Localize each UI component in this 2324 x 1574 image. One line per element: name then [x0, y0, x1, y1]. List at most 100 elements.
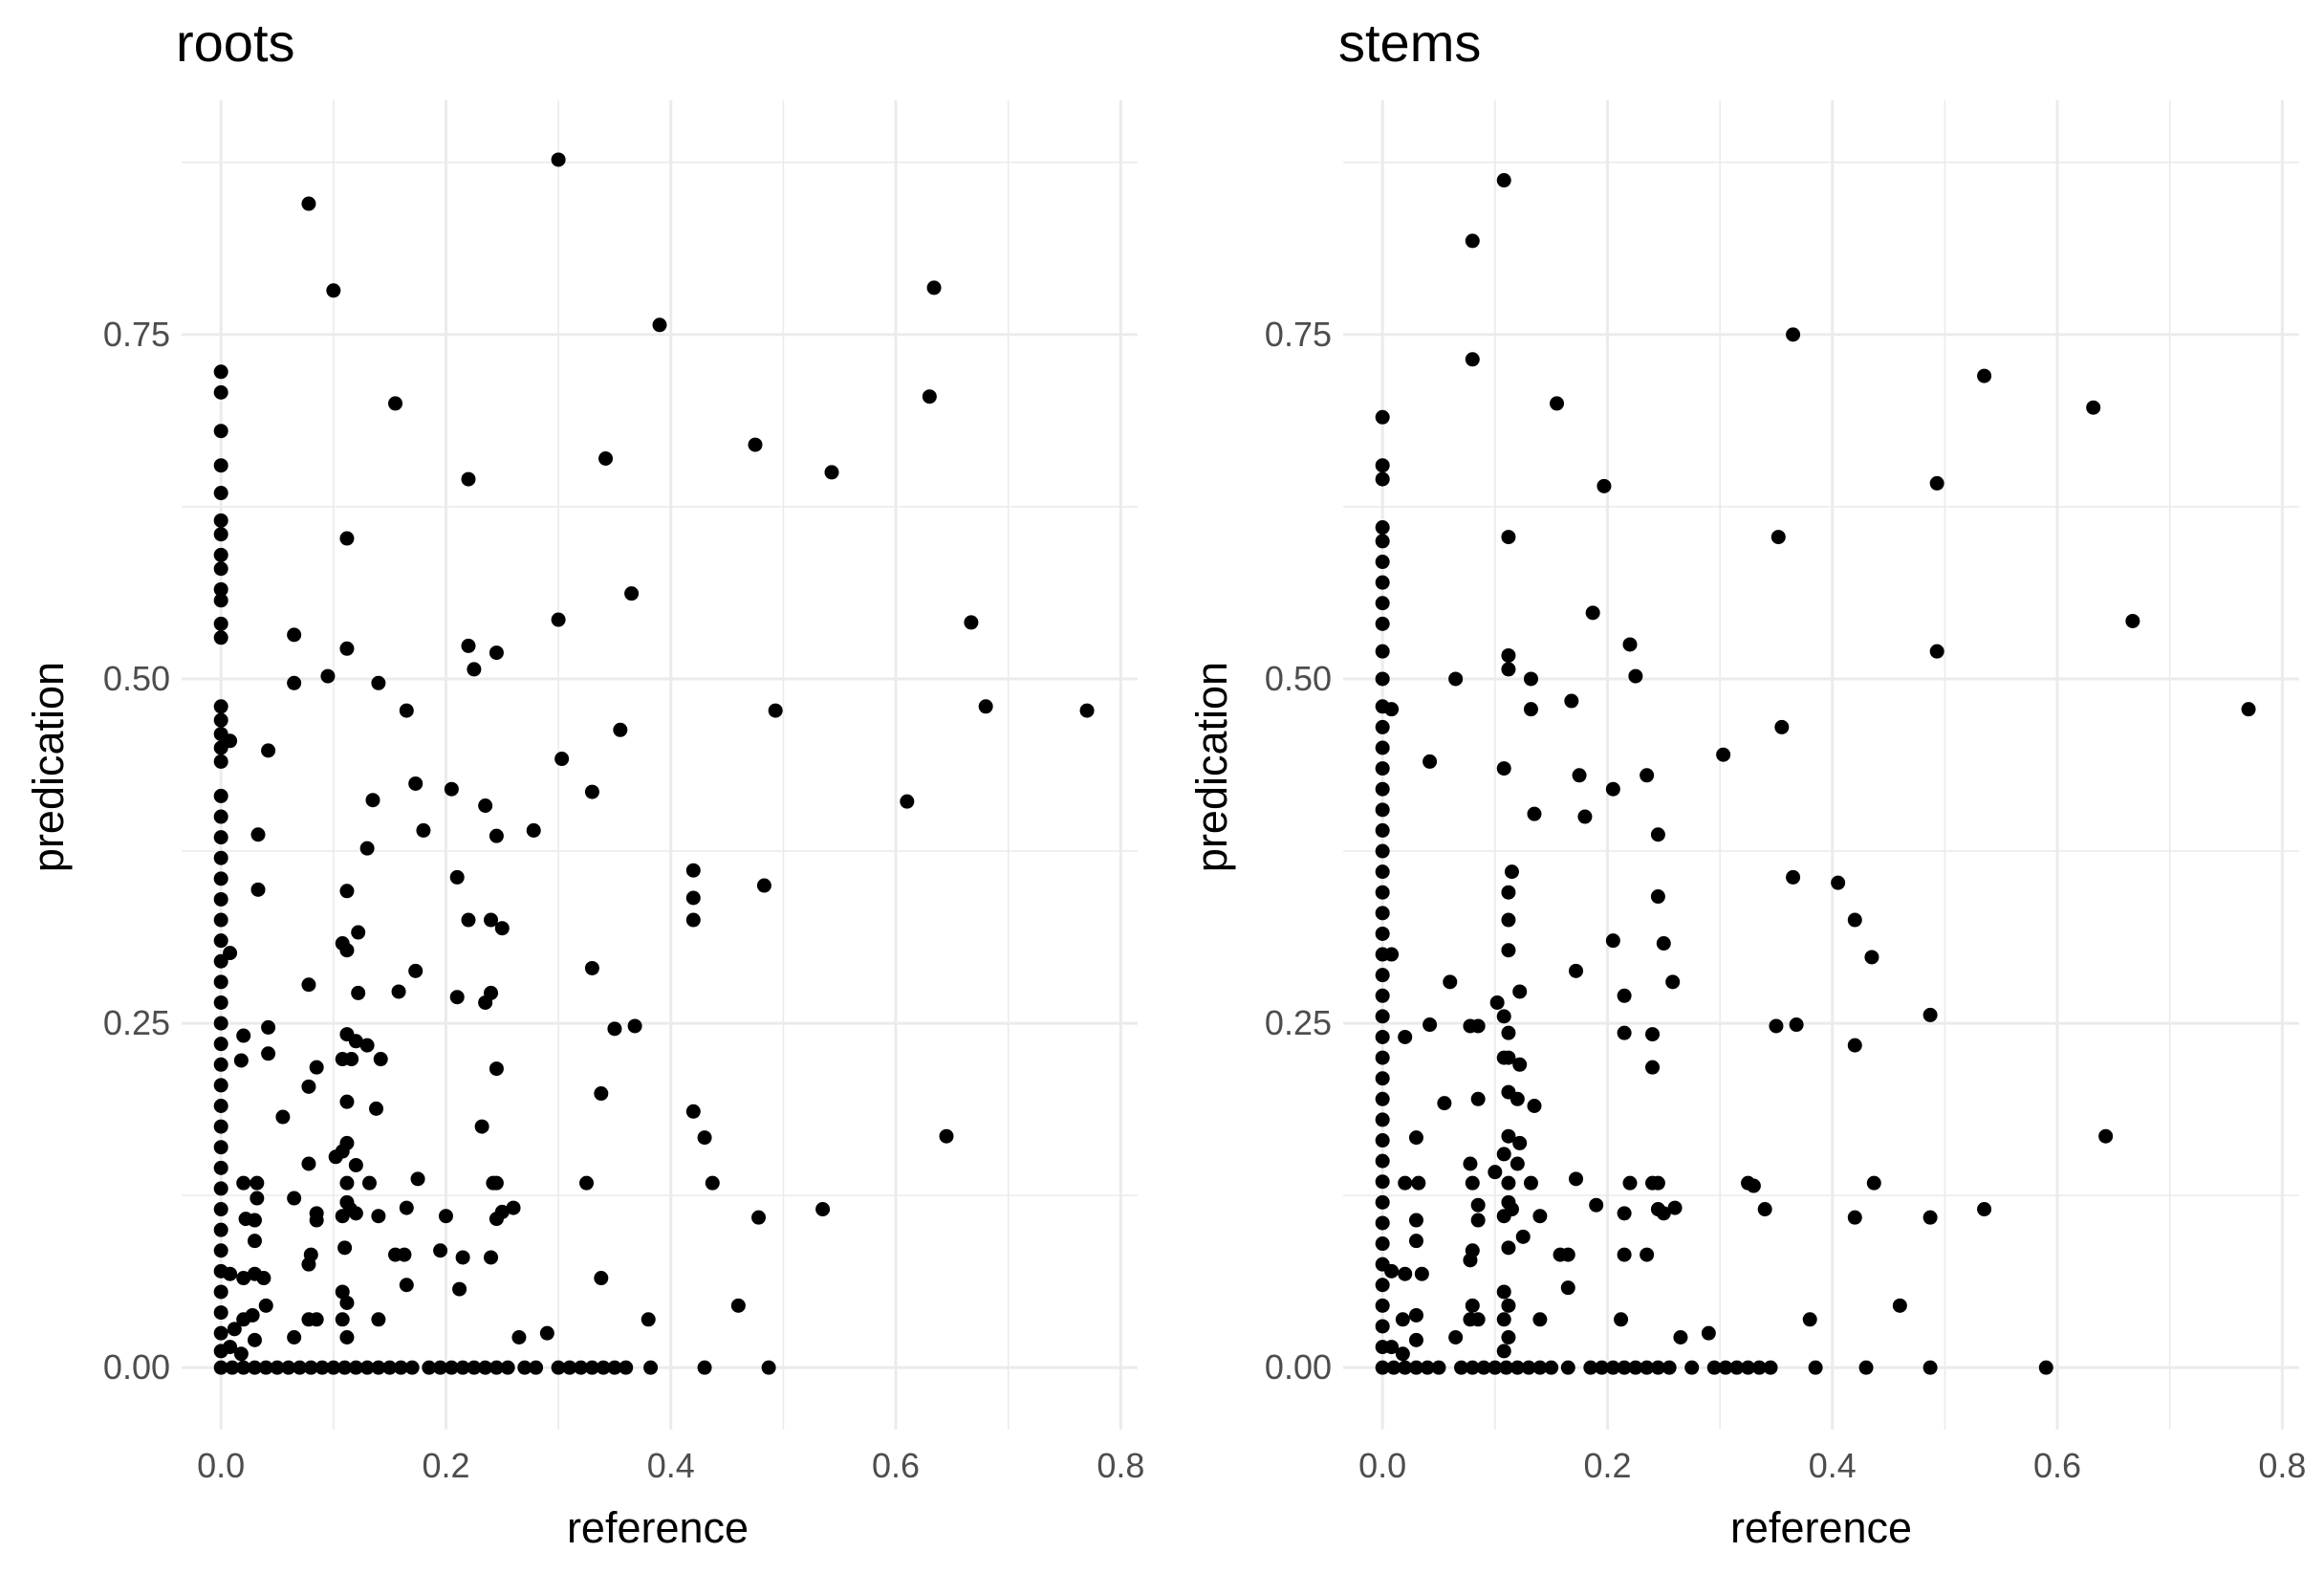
data-point-stems	[1375, 555, 1390, 570]
data-point-roots	[761, 1360, 776, 1375]
data-point-roots	[455, 1360, 470, 1375]
data-point-stems	[1437, 1096, 1452, 1111]
data-point-roots	[213, 424, 228, 439]
data-point-stems	[1751, 1360, 1767, 1375]
data-point-roots	[213, 1099, 228, 1114]
data-point-stems	[1501, 943, 1516, 958]
data-point-stems	[1470, 1213, 1486, 1228]
data-point-roots	[474, 1119, 489, 1134]
data-point-roots	[250, 1175, 265, 1191]
data-point-stems	[1523, 702, 1538, 717]
data-point-roots	[594, 1086, 609, 1102]
data-point-roots	[478, 995, 493, 1010]
data-point-stems	[1770, 530, 1786, 545]
data-point-stems	[1408, 1234, 1423, 1249]
data-point-stems	[1583, 1360, 1598, 1375]
y-tick-label: 0.25	[1265, 1003, 1332, 1042]
data-point-roots	[213, 1016, 228, 1031]
data-point-roots	[359, 841, 375, 856]
data-point-roots	[574, 1360, 589, 1375]
data-point-roots	[613, 722, 628, 737]
data-point-stems	[1398, 1266, 1413, 1281]
data-point-roots	[326, 283, 341, 298]
data-point-stems	[2038, 1360, 2053, 1375]
data-point-roots	[213, 1119, 228, 1134]
data-point-roots	[339, 531, 355, 546]
data-point-roots	[365, 793, 380, 808]
data-point-stems	[2098, 1128, 2114, 1144]
data-point-stems	[1527, 1099, 1542, 1114]
data-point-stems	[1375, 534, 1390, 549]
data-point-roots	[397, 1247, 412, 1262]
data-point-roots	[233, 1053, 249, 1068]
data-point-roots	[478, 798, 493, 813]
data-point-roots	[467, 1360, 482, 1375]
panel-title-stems: stems	[1338, 12, 1481, 73]
data-point-roots	[213, 830, 228, 845]
data-point-stems	[1684, 1360, 1700, 1375]
data-point-roots	[410, 1171, 425, 1187]
data-point-roots	[359, 1038, 375, 1053]
data-point-stems	[1470, 1091, 1486, 1106]
data-point-roots	[213, 1057, 228, 1072]
data-point-roots	[213, 364, 228, 380]
data-point-roots	[517, 1360, 532, 1375]
data-point-roots	[213, 486, 228, 501]
data-point-roots	[594, 1271, 609, 1286]
data-point-stems	[1656, 936, 1671, 951]
data-point-roots	[584, 1360, 599, 1375]
data-point-roots	[339, 1295, 355, 1310]
data-point-roots	[213, 1202, 228, 1217]
data-point-roots	[261, 1046, 276, 1061]
data-point-stems	[1569, 963, 1584, 978]
data-point-stems	[1523, 671, 1538, 687]
data-point-roots	[815, 1202, 831, 1217]
data-point-roots	[213, 953, 228, 969]
data-point-stems	[1718, 1360, 1733, 1375]
data-point-roots	[213, 1140, 228, 1155]
data-point-stems	[1423, 1017, 1438, 1033]
data-point-stems	[1544, 1360, 1559, 1375]
data-point-stems	[2241, 702, 2256, 717]
data-point-roots	[596, 1360, 611, 1375]
grid-stems	[1343, 100, 2299, 1430]
data-point-stems	[1448, 1329, 1464, 1344]
data-point-roots	[551, 152, 566, 167]
x-tick-label: 0.0	[197, 1446, 245, 1485]
data-point-roots	[478, 1360, 493, 1375]
x-tick-label: 0.6	[2033, 1446, 2081, 1485]
data-point-stems	[1769, 1018, 1784, 1034]
data-point-roots	[484, 912, 499, 928]
data-point-stems	[1929, 475, 1944, 491]
data-point-stems	[1489, 995, 1505, 1010]
x-tick-labels-stems: 0.0 0.2 0.4 0.6 0.8	[1358, 1446, 2306, 1485]
data-point-roots	[351, 925, 366, 940]
data-point-roots	[213, 1360, 228, 1375]
data-point-roots	[359, 1360, 375, 1375]
data-point-roots	[627, 1018, 642, 1034]
data-point-stems	[1650, 1175, 1665, 1191]
data-point-stems	[1701, 1325, 1716, 1341]
data-point-stems	[1922, 1360, 1938, 1375]
data-point-stems	[1569, 1171, 1584, 1187]
data-point-roots	[361, 1175, 377, 1191]
data-point-stems	[1375, 1133, 1390, 1148]
data-point-roots	[500, 1360, 515, 1375]
y-tick-label: 0.00	[103, 1347, 170, 1387]
data-point-roots	[489, 645, 504, 661]
data-point-stems	[1640, 768, 1655, 783]
data-point-stems	[1650, 1360, 1665, 1375]
data-point-stems	[1929, 644, 1944, 659]
data-point-roots	[320, 668, 336, 684]
data-point-roots	[213, 850, 228, 865]
data-point-roots	[824, 465, 839, 480]
data-point-roots	[506, 1200, 521, 1215]
data-point-stems	[1375, 699, 1390, 714]
data-point-roots	[247, 1213, 262, 1228]
data-point-stems	[2086, 400, 2101, 415]
data-point-stems	[1847, 1038, 1862, 1053]
data-point-roots	[371, 1360, 386, 1375]
data-point-roots	[335, 1312, 350, 1327]
data-point-stems	[1786, 869, 1801, 885]
data-point-roots	[213, 547, 228, 562]
